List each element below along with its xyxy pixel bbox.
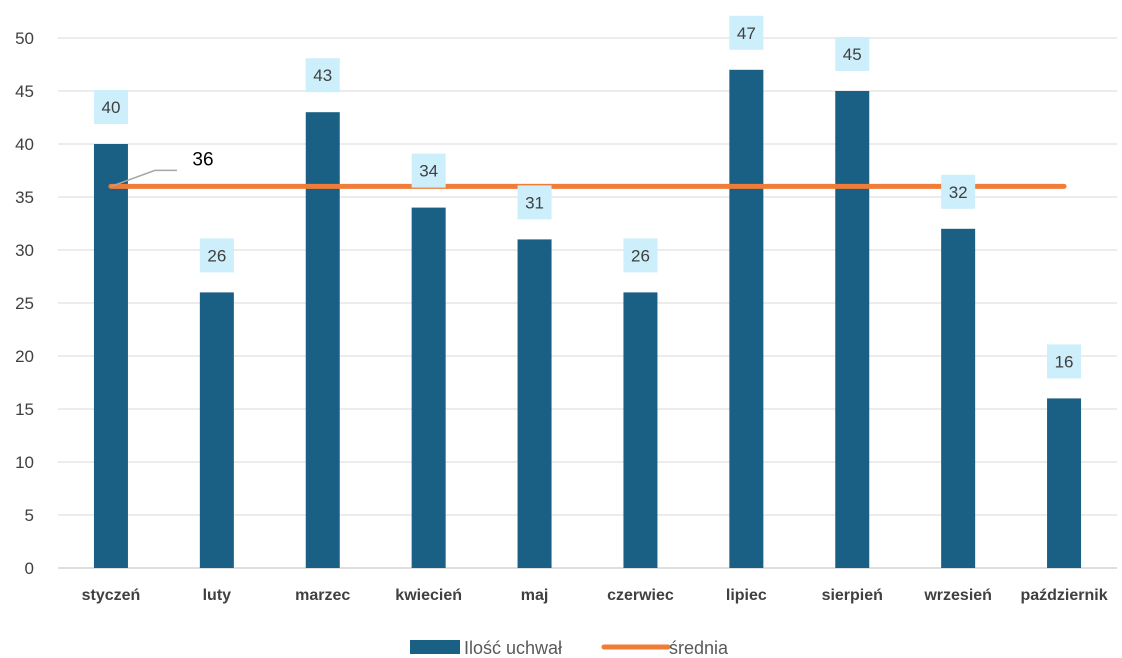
y-tick-label-45: 45 xyxy=(15,82,34,101)
data-label-2: 43 xyxy=(313,66,332,85)
y-tick-label-50: 50 xyxy=(15,29,34,48)
x-axis: styczeń luty marzec kwiecień maj czerwiec lipi… xyxy=(82,587,1108,604)
y-tick-label-5: 5 xyxy=(25,506,34,525)
y-tick-label-40: 40 xyxy=(15,135,34,154)
bar-3 xyxy=(411,207,446,568)
data-label-box-9 xyxy=(1047,344,1082,379)
legend-swatch-bars xyxy=(410,640,460,654)
y-tick-label-30: 30 xyxy=(15,241,34,260)
x-tick-label-4: maj xyxy=(521,587,549,604)
bar-8 xyxy=(941,228,976,569)
data-label-box-4 xyxy=(517,185,552,220)
y-tick-label-35: 35 xyxy=(15,188,34,207)
x-tick-label-6: lipiec xyxy=(726,587,767,604)
y-tick-label-15: 15 xyxy=(15,400,34,419)
data-label-4: 31 xyxy=(525,193,544,212)
average-data-label: 36 xyxy=(192,149,213,170)
legend: Ilość uchwał średnia xyxy=(410,638,729,658)
legend-label-bars: Ilość uchwał xyxy=(464,638,562,658)
bar-4 xyxy=(517,239,552,568)
y-tick-label-0: 0 xyxy=(25,559,34,578)
y-tick-label-25: 25 xyxy=(15,294,34,313)
legend-label-average: średnia xyxy=(669,638,729,658)
data-label-0: 40 xyxy=(101,98,120,117)
bar-5 xyxy=(623,292,658,568)
x-tick-label-9: październik xyxy=(1020,587,1107,604)
x-tick-label-1: luty xyxy=(203,587,232,604)
x-tick-label-0: styczeń xyxy=(82,587,141,604)
x-tick-label-5: czerwiec xyxy=(607,587,674,604)
bar-9 xyxy=(1047,398,1082,568)
data-label-1: 26 xyxy=(207,246,226,265)
x-tick-label-8: wrzesień xyxy=(923,587,992,604)
average-label-leader xyxy=(110,169,177,188)
y-tick-label-20: 20 xyxy=(15,347,34,366)
bar-1 xyxy=(199,292,234,568)
x-tick-label-3: kwiecień xyxy=(395,587,462,604)
data-label-box-1 xyxy=(199,238,234,273)
bar-0 xyxy=(93,144,128,568)
data-label-8: 32 xyxy=(949,183,968,202)
bar-6 xyxy=(729,69,764,569)
bar-2 xyxy=(305,112,340,568)
data-label-box-7 xyxy=(835,37,870,71)
data-label-box-8 xyxy=(941,174,976,209)
data-label-box-3 xyxy=(411,153,446,188)
data-label-9: 16 xyxy=(1055,352,1074,371)
data-label-7: 45 xyxy=(843,45,862,64)
y-axis: 0 5 10 15 20 25 30 35 40 45 50 xyxy=(15,29,34,578)
data-label-box-6 xyxy=(729,15,764,50)
data-label-5: 26 xyxy=(631,246,650,265)
data-label-6: 47 xyxy=(737,24,756,43)
bar-series xyxy=(93,69,1082,569)
gridlines xyxy=(58,37,1117,569)
data-label-box-0 xyxy=(93,90,128,124)
data-labels: 40 26 43 34 31 26 47 45 32 16 xyxy=(93,15,1082,379)
average-line-series: 36 xyxy=(108,149,1067,189)
y-tick-label-10: 10 xyxy=(15,453,34,472)
bar-7 xyxy=(835,91,870,568)
data-label-box-5 xyxy=(623,238,658,273)
data-label-box-2 xyxy=(305,58,340,93)
data-label-3: 34 xyxy=(419,162,438,181)
x-tick-label-2: marzec xyxy=(295,587,350,604)
x-tick-label-7: sierpień xyxy=(822,587,883,604)
